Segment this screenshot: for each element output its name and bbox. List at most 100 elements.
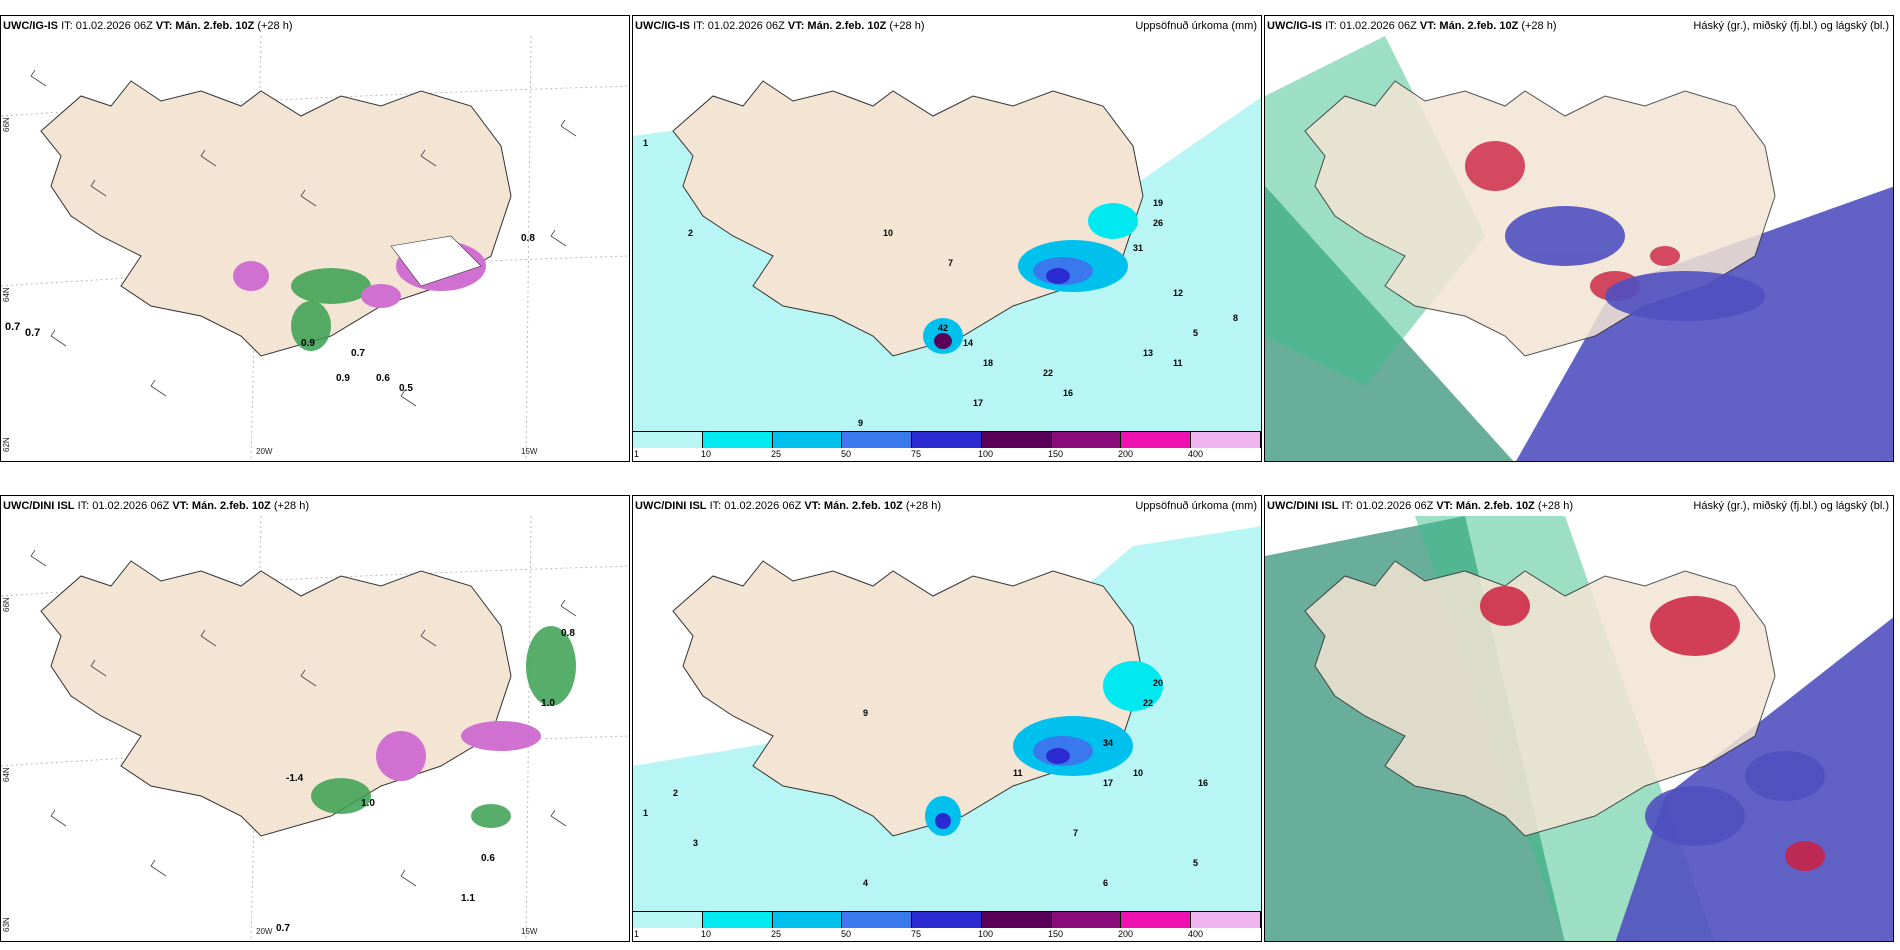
value-label: 1 — [643, 808, 648, 818]
value-label: 2 — [688, 228, 693, 238]
value-label: 0.8 — [521, 233, 535, 244]
legend-tick: 100 — [978, 929, 994, 939]
legend-swatch — [842, 912, 913, 928]
value-label: 6 — [1103, 878, 1108, 888]
value-label: 0.7 — [276, 923, 290, 934]
value-label: 2 — [673, 788, 678, 798]
panel-bot-mid: UWC/DINI ISL IT: 01.02.2026 06Z VT: Mán.… — [632, 495, 1262, 942]
value-label: 22 — [1143, 698, 1153, 708]
legend-tick: 10 — [701, 929, 712, 939]
value-label: 34 — [1103, 738, 1113, 748]
panel-top-mid: UWC/IG-IS IT: 01.02.2026 06Z VT: Mán. 2.… — [632, 15, 1262, 462]
precip-map-dini: 1 2 3 4 9 11 20 22 34 17 16 10 7 6 5 — [633, 516, 1261, 913]
lon-label: 15W — [521, 447, 538, 456]
value-label: 5 — [1193, 328, 1198, 338]
legend-tick: 200 — [1118, 929, 1134, 939]
precip-map-ig: 1 2 7 10 14 18 42 31 26 19 12 13 22 16 1… — [633, 36, 1261, 433]
panel-title-right: Uppsöfnuð úrkoma (mm) — [1135, 20, 1257, 32]
value-label: 20 — [1153, 678, 1163, 688]
legend-swatch — [981, 912, 1052, 928]
value-label: 18 — [983, 358, 993, 368]
legend-tick: 150 — [1048, 929, 1064, 939]
value-label: 22 — [1043, 368, 1053, 378]
legend-tick: 75 — [911, 449, 922, 459]
lat-label: 64N — [2, 287, 11, 302]
value-label: 1 — [643, 138, 648, 148]
value-label: 11 — [1173, 358, 1183, 368]
value-label: 0.7 — [351, 348, 365, 359]
legend-tick: 1 — [634, 449, 640, 459]
panel-title-right: Háský (gr.), miðský (fj.bl.) og lágský (… — [1693, 500, 1889, 512]
value-label: 31 — [1133, 243, 1143, 253]
value-label: 13 — [1143, 348, 1153, 358]
legend-tick: 200 — [1118, 449, 1134, 459]
lat-label: 64N — [2, 767, 11, 782]
lon-label: 15W — [521, 927, 538, 936]
panel-header: UWC/DINI ISL IT: 01.02.2026 06Z VT: Mán.… — [1267, 500, 1574, 512]
value-label: 42 — [938, 323, 948, 333]
panel-top-right: UWC/IG-IS IT: 01.02.2026 06Z VT: Mán. 2.… — [1264, 15, 1894, 462]
value-label: 0.7 — [25, 327, 40, 339]
value-label: 14 — [963, 338, 973, 348]
lat-label: 66N — [2, 117, 11, 132]
lon-label: 20W — [256, 447, 273, 456]
value-label: 1.0 — [541, 698, 555, 709]
value-label: 10 — [883, 228, 893, 238]
value-label: 0.5 — [399, 383, 413, 394]
legend-swatch — [772, 432, 843, 448]
legend-tick: 75 — [911, 929, 922, 939]
value-label: 7 — [948, 258, 953, 268]
value-label: 26 — [1153, 218, 1163, 228]
panel-header: UWC/DINI ISL IT: 01.02.2026 06Z VT: Mán.… — [3, 500, 310, 512]
panel-top-left: UWC/IG-IS IT: 01.02.2026 06Z VT: Mán. 2.… — [0, 15, 630, 462]
lat-label: 62N — [2, 437, 11, 452]
value-label: 9 — [863, 708, 868, 718]
legend-tick: 100 — [978, 449, 994, 459]
value-label: 16 — [1063, 388, 1073, 398]
value-label: 8 — [1233, 313, 1238, 323]
legend-swatch — [702, 912, 773, 928]
value-label: 4 — [863, 878, 868, 888]
precip-legend: 1 10 25 50 75 100 150 200 400 — [633, 911, 1261, 941]
precip-legend: 1 10 25 50 75 100 150 200 400 — [633, 431, 1261, 461]
wind-map-ig: 0.7 0.7 0.7 0.9 0.6 0.5 0.9 0.8 20W 15W … — [1, 36, 629, 461]
panel-header: UWC/IG-IS IT: 01.02.2026 06Z VT: Mán. 2.… — [1267, 20, 1557, 32]
lat-label: 66N — [2, 597, 11, 612]
legend-swatch — [1191, 432, 1261, 448]
panel-header: UWC/DINI ISL IT: 01.02.2026 06Z VT: Mán.… — [635, 500, 942, 512]
legend-swatch — [1121, 912, 1192, 928]
value-label: 11 — [1013, 768, 1023, 778]
legend-swatch — [981, 432, 1052, 448]
wind-map-dini: -1.4 1.0 0.6 1.1 0.7 0.8 1.0 20W 15W 66N… — [1, 516, 629, 941]
panel-title-right: Háský (gr.), miðský (fj.bl.) og lágský (… — [1693, 20, 1889, 32]
legend-tick: 25 — [771, 449, 782, 459]
value-label: 0.9 — [301, 338, 315, 349]
legend-swatch — [633, 912, 703, 928]
legend-swatch — [1051, 432, 1122, 448]
value-label: 3 — [693, 838, 698, 848]
value-label: 17 — [973, 398, 983, 408]
legend-swatch — [912, 432, 982, 448]
panel-header: UWC/IG-IS IT: 01.02.2026 06Z VT: Mán. 2.… — [635, 20, 925, 32]
panel-title-right: Uppsöfnuð úrkoma (mm) — [1135, 500, 1257, 512]
legend-tick: 50 — [841, 929, 852, 939]
value-label: 19 — [1153, 198, 1163, 208]
value-label: 5 — [1193, 858, 1198, 868]
legend-tick: 10 — [701, 449, 712, 459]
value-label: 0.6 — [481, 853, 495, 864]
legend-tick: 400 — [1188, 929, 1204, 939]
value-label: 12 — [1173, 288, 1183, 298]
legend-tick: 1 — [634, 929, 640, 939]
value-label: 16 — [1198, 778, 1208, 788]
legend-swatch — [1051, 912, 1122, 928]
lon-label: 20W — [256, 927, 273, 936]
value-label: 10 — [1133, 768, 1143, 778]
legend-swatch — [842, 432, 913, 448]
legend-swatch — [633, 432, 703, 448]
legend-swatch — [1191, 912, 1261, 928]
value-label: 7 — [1073, 828, 1078, 838]
panel-bot-right: UWC/DINI ISL IT: 01.02.2026 06Z VT: Mán.… — [1264, 495, 1894, 942]
legend-swatch — [912, 912, 982, 928]
legend-tick: 400 — [1188, 449, 1204, 459]
panel-bot-left: UWC/DINI ISL IT: 01.02.2026 06Z VT: Mán.… — [0, 495, 630, 942]
